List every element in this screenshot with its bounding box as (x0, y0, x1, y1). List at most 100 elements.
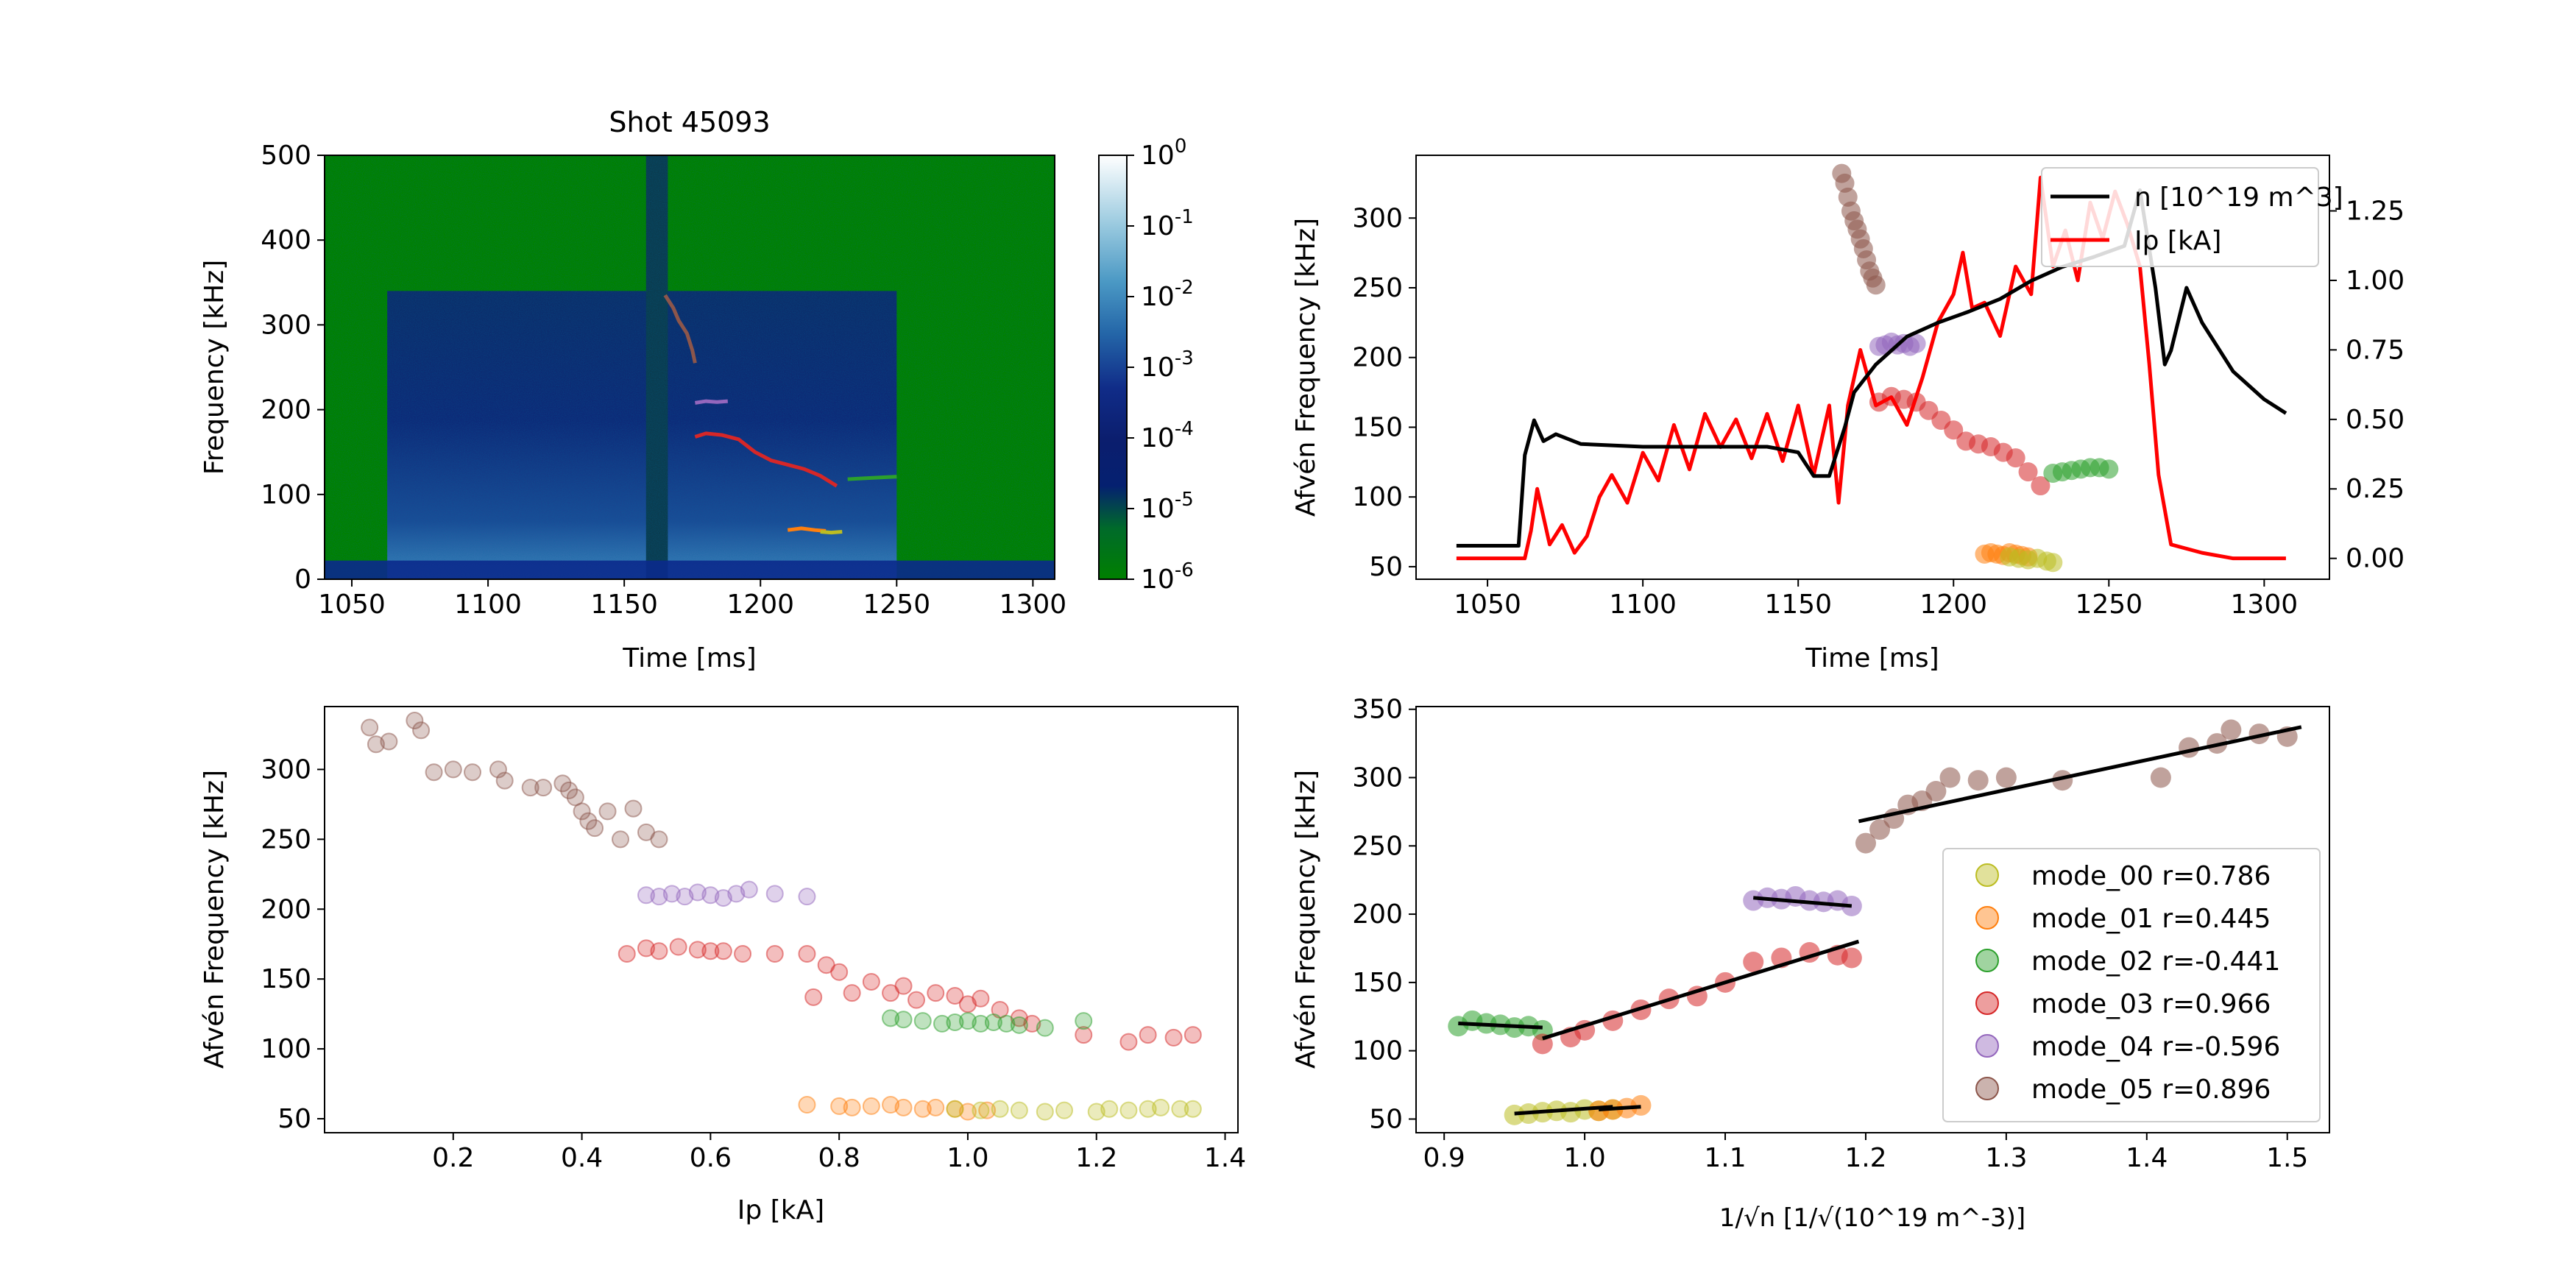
freq-vs-ip-ytick-label: 200 (261, 894, 311, 924)
density-point-mode_03 (1743, 952, 1764, 973)
spectrogram-ylabel: Frequency [kHz] (199, 260, 230, 475)
ip-point-mode_05 (560, 781, 578, 799)
ip-point-mode_05 (361, 718, 379, 737)
freq-vs-ip-ytick-label: 250 (261, 824, 311, 854)
ip-point-mode_00 (1171, 1100, 1189, 1118)
timeseries-y2tick-label: 0.50 (2346, 405, 2405, 435)
freq-vs-ip-panel: 0.2 0.4 0.6 0.8 1.0 1.2 1.4 50 100 150 200 250 300 I… (199, 706, 1246, 1225)
density-point-mode_05 (2221, 719, 2242, 740)
ip-point-mode_05 (412, 721, 431, 740)
ip-point-mode_05 (612, 830, 630, 849)
timeseries-y2tick-label: 1.00 (2346, 266, 2405, 296)
timeseries-ytick-label: 100 (1352, 482, 1403, 512)
density-point-mode_05 (2248, 723, 2270, 745)
freq-vs-ip-xtick-label: 1.2 (1075, 1143, 1117, 1173)
legend-marker (1975, 991, 1999, 1015)
freq-vs-ip-ylabel: Afvén Frequency [kHz] (199, 770, 230, 1069)
timeseries-ytick-label: 250 (1352, 273, 1403, 303)
timeseries-xtick-label: 1150 (1764, 590, 1832, 620)
spectrogram-ytick-label: 500 (261, 141, 311, 171)
ip-point-mode_05 (579, 812, 598, 830)
ip-point-mode_01 (882, 1096, 900, 1114)
freq-vs-density-xtick-label: 1.2 (1844, 1143, 1886, 1173)
ip-point-mode_02 (958, 1012, 977, 1030)
timeseries-ticks: 1050 1100 1150 1200 1250 1300 50 100 150 200 250 30… (1352, 197, 2405, 620)
freq-vs-ip-xtick-label: 0.4 (561, 1143, 603, 1173)
ip-point-mode_02 (972, 1014, 990, 1033)
timeseries-xtick-label: 1200 (1919, 590, 1987, 620)
ip-point-mode_01 (958, 1103, 977, 1121)
legend-marker (1975, 1077, 1999, 1100)
spectrogram-contour-mode_01 (787, 526, 827, 533)
timeseries-ylabel: Afvén Frequency [kHz] (1291, 218, 1321, 517)
spectrogram-contour-mode_00 (820, 529, 843, 535)
freq-vs-density-xtick-label: 1.1 (1704, 1143, 1746, 1173)
ip-point-mode_05 (586, 819, 604, 838)
ip-point-mode_00 (1100, 1100, 1119, 1118)
ip-point-mode_01 (894, 1098, 913, 1117)
ip-point-mode_04 (765, 885, 784, 903)
ip-point-mode_03 (894, 977, 913, 995)
spectrogram-xlabel: Time [ms] (622, 643, 756, 673)
spectrogram-contour-mode_03 (694, 431, 838, 488)
ip-point-mode_03 (1183, 1026, 1202, 1044)
legend-marker (1975, 949, 1999, 972)
freq-vs-ip-xtick-label: 0.8 (818, 1143, 860, 1173)
ip-point-mode_05 (598, 802, 617, 821)
timeseries-point-mode_04 (1906, 333, 1926, 353)
timeseries-point-mode_03 (2018, 462, 2038, 482)
timeseries-point-mode_03 (2031, 476, 2050, 496)
freq-vs-density-ytick-label: 300 (1352, 763, 1403, 793)
freq-vs-density-xtick-label: 1.0 (1563, 1143, 1605, 1173)
ip-point-mode_03 (734, 945, 752, 963)
ip-point-mode_02 (1036, 1019, 1054, 1037)
ip-point-mode_03 (972, 989, 990, 1008)
freq-vs-ip-ytick-label: 100 (261, 1034, 311, 1064)
freq-vs-ip-xlabel: Ip [kA] (737, 1195, 824, 1225)
density-line (1456, 188, 2287, 548)
ip-point-mode_03 (714, 942, 732, 960)
freq-vs-density-xtick-label: 1.3 (1985, 1143, 2027, 1173)
ip-point-mode_05 (380, 732, 398, 751)
ip-point-mode_03 (650, 942, 668, 960)
density-point-mode_05 (2150, 767, 2171, 788)
ip-point-mode_02 (882, 1009, 900, 1027)
spectrogram-xtick-label: 1150 (590, 590, 658, 620)
spectrogram-ytick-label: 300 (261, 310, 311, 340)
freq-vs-density-xlabel: 1/√n [1/√(10^19 m^-3)] (1719, 1203, 2025, 1233)
density-point-mode_05 (1855, 832, 1876, 854)
ip-point-mode_05 (521, 779, 539, 797)
ip-point-mode_03 (798, 945, 816, 963)
ip-point-mode_04 (701, 886, 720, 905)
ip-point-mode_03 (637, 939, 655, 958)
freq-vs-ip-xtick-label: 0.6 (690, 1143, 732, 1173)
spectrogram-ytick-label: 100 (261, 480, 311, 510)
timeseries-point-mode_03 (2006, 448, 2025, 468)
spectrogram-frame (324, 155, 1055, 580)
ip-point-mode_03 (862, 972, 880, 991)
ip-point-mode_03 (907, 991, 926, 1009)
ip-point-mode_03 (830, 963, 849, 981)
timeseries-xtick-label: 1250 (2075, 590, 2142, 620)
timeseries-xtick-label: 1100 (1609, 590, 1677, 620)
freq-vs-density-fit-lines (1458, 725, 2302, 1116)
freq-vs-density-frame (1415, 706, 2330, 1133)
freq-vs-density-xtick-label: 0.9 (1423, 1143, 1465, 1173)
fit-line-mode_02 (1458, 1022, 1543, 1030)
fit-line-mode_03 (1542, 939, 1860, 1041)
ip-point-mode_03 (618, 945, 636, 963)
freq-vs-ip-ytick-label: 150 (261, 964, 311, 994)
colorbar-ticks: 100 10-1 10-2 10-3 10-4 10-5 10-6 (1127, 135, 1194, 595)
legend-label: mode_00 r=0.786 (2031, 861, 2271, 891)
fit-line-mode_04 (1753, 896, 1853, 908)
freq-vs-ip-points (361, 711, 1202, 1121)
ip-point-mode_00 (1152, 1098, 1170, 1117)
freq-vs-density-ytick-label: 350 (1352, 695, 1403, 725)
ip-point-mode_03 (804, 988, 823, 1006)
ip-point-mode_04 (650, 888, 668, 906)
ip-point-mode_00 (1010, 1101, 1028, 1119)
density-point-mode_05 (1925, 781, 1947, 802)
timeseries-point-mode_02 (2099, 459, 2119, 479)
freq-vs-density-ytick-label: 150 (1352, 968, 1403, 998)
ip-point-mode_02 (984, 1013, 1002, 1032)
